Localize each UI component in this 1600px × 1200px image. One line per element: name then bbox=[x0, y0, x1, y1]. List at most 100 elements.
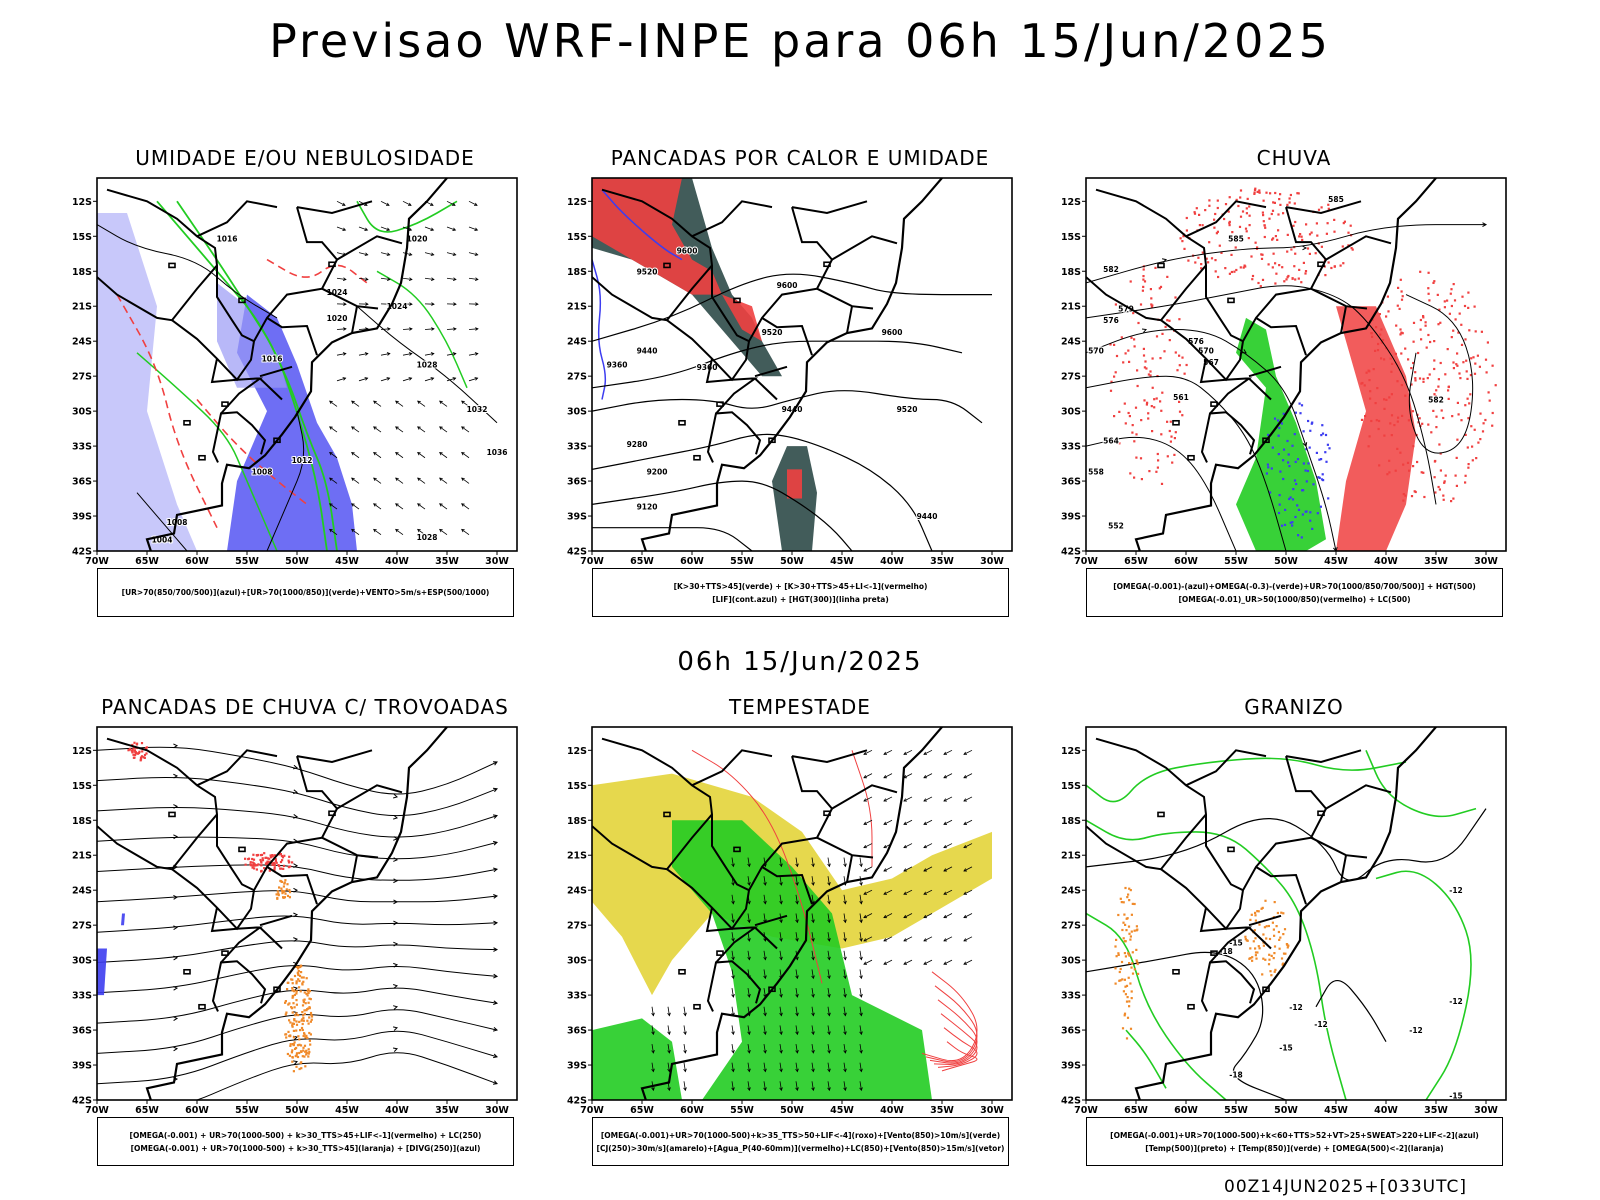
x-tick-label: 30W bbox=[980, 1105, 1004, 1116]
lakes bbox=[1157, 810, 1325, 1010]
x-tick-label: 45W bbox=[335, 1105, 359, 1116]
y-tick-label: 42S bbox=[72, 547, 92, 558]
y-tick-label: 18S bbox=[1061, 267, 1081, 278]
lc850-red-contour bbox=[925, 985, 978, 1063]
y-tick-label: 30S bbox=[1061, 956, 1081, 967]
map-layers bbox=[592, 727, 992, 1100]
contour-label: 1036 bbox=[487, 448, 508, 457]
x-tick-label: 30W bbox=[485, 556, 509, 567]
streamline bbox=[97, 776, 498, 817]
contour-label: 9120 bbox=[637, 503, 658, 512]
y-tick-label: 36S bbox=[72, 477, 92, 488]
political-borders bbox=[97, 737, 403, 1012]
y-tick-label: 21S bbox=[72, 302, 92, 313]
hgt300-contour bbox=[592, 480, 853, 551]
contour-label: 1028 bbox=[417, 533, 438, 542]
x-tick-label: 60W bbox=[185, 1105, 209, 1116]
x-tick-label: 60W bbox=[680, 556, 704, 567]
temp850-green-contour bbox=[1365, 749, 1477, 818]
rain-red-band bbox=[1336, 306, 1416, 551]
y-tick-label: 18S bbox=[567, 267, 587, 278]
hgt500-high-contour bbox=[1405, 294, 1474, 454]
streamline bbox=[97, 864, 498, 881]
y-tick-label: 39S bbox=[72, 512, 92, 523]
legend-line: [OMEGA(-0.01)_UR>50(1000/850)(vermelho) … bbox=[1178, 594, 1411, 604]
x-tick-label: 40W bbox=[385, 556, 409, 567]
thickness-red-dashed bbox=[116, 294, 218, 529]
y-tick-label: 24S bbox=[1061, 886, 1081, 897]
streamline-arrows bbox=[173, 984, 499, 1021]
political-borders bbox=[97, 188, 403, 463]
x-tick-label: 40W bbox=[880, 556, 904, 567]
x-tick-label: 55W bbox=[1224, 1105, 1248, 1116]
contour-label: 552 bbox=[1108, 521, 1124, 530]
contour-label: 582 bbox=[1428, 395, 1444, 404]
x-tick-label: 70W bbox=[1074, 556, 1098, 567]
y-tick-label: 36S bbox=[567, 1026, 587, 1037]
temp850-green-contour bbox=[1086, 757, 1407, 803]
y-tick-label: 33S bbox=[1061, 991, 1081, 1002]
x-tick-label: 50W bbox=[285, 556, 309, 567]
contour-label: 564 bbox=[1103, 436, 1119, 445]
political-borders bbox=[1086, 737, 1392, 1012]
y-tick-label: 39S bbox=[1061, 512, 1081, 523]
y-tick-label: 21S bbox=[1061, 851, 1081, 862]
streamline bbox=[97, 890, 498, 903]
hgt500-contour bbox=[1086, 375, 1287, 551]
legend-box: [OMEGA(-0.001)+UR>70(1000-500)+k>35_TTS>… bbox=[592, 1117, 1009, 1166]
x-tick-label: 65W bbox=[1124, 556, 1148, 567]
hgt300-contour bbox=[592, 273, 992, 342]
y-tick-label: 27S bbox=[567, 372, 587, 383]
map-frame bbox=[1085, 726, 1507, 1101]
lakes bbox=[663, 261, 831, 461]
coastline bbox=[145, 727, 449, 1100]
contour-label: 1028 bbox=[417, 361, 438, 370]
y-tick-label: 24S bbox=[1061, 337, 1081, 348]
x-tick-label: 65W bbox=[630, 556, 654, 567]
coastline bbox=[640, 178, 944, 551]
x-tick-label: 55W bbox=[730, 556, 754, 567]
panel-title: CHUVA bbox=[1256, 146, 1332, 170]
x-tick-label: 50W bbox=[780, 1105, 804, 1116]
streamline-arrows bbox=[173, 863, 499, 884]
y-tick-label: 12S bbox=[567, 197, 587, 208]
x-tick-label: 50W bbox=[285, 1105, 309, 1116]
coastline bbox=[1134, 178, 1438, 551]
y-tick-label: 21S bbox=[567, 302, 587, 313]
hgt500-contour bbox=[1086, 328, 1337, 551]
y-tick-label: 30S bbox=[72, 956, 92, 967]
temp500-black-contour bbox=[1086, 808, 1487, 881]
map-layers: 5855855825795765765705675615645585525705… bbox=[1086, 178, 1497, 551]
y-tick-label: 27S bbox=[1061, 921, 1081, 932]
contour-label: 9520 bbox=[897, 405, 918, 414]
hgt500-contour bbox=[1086, 436, 1237, 551]
x-tick-label: 60W bbox=[1174, 1105, 1198, 1116]
temp850-green-contour bbox=[1086, 912, 1227, 1100]
hgt500-contour bbox=[1086, 224, 1486, 284]
y-tick-label: 30S bbox=[567, 407, 587, 418]
x-tick-label: 55W bbox=[235, 1105, 259, 1116]
legend-line: [OMEGA(-0.001) + UR>70(1000-500) + k>30_… bbox=[129, 1130, 482, 1140]
hgt300-contour bbox=[592, 433, 933, 551]
coastline bbox=[640, 727, 944, 1100]
contour-label: 585 bbox=[1328, 195, 1344, 204]
contour-label: 9600 bbox=[777, 281, 798, 290]
y-tick-label: 39S bbox=[1061, 1061, 1081, 1072]
x-tick-label: 65W bbox=[630, 1105, 654, 1116]
x-tick-label: 50W bbox=[1274, 556, 1298, 567]
contour-label: 9520 bbox=[762, 328, 783, 337]
x-tick-label: 35W bbox=[435, 1105, 459, 1116]
x-tick-label: 35W bbox=[930, 1105, 954, 1116]
map-panel: 5855855825795765765705675615645585525705… bbox=[1061, 177, 1507, 567]
contour-label: 570 bbox=[1088, 347, 1104, 356]
lakes bbox=[663, 810, 831, 1010]
y-tick-label: 33S bbox=[72, 442, 92, 453]
rh-green-contour bbox=[356, 200, 458, 233]
legend-line: [OMEGA(-0.001)+UR>70(1000-500)+k>35_TTS>… bbox=[600, 1130, 1001, 1140]
y-tick-label: 24S bbox=[567, 337, 587, 348]
map-layers: 1016 1020 1024 1020 1024 1016 1028 1032 1036 1012… bbox=[97, 178, 508, 551]
y-tick-label: 12S bbox=[567, 746, 587, 757]
lc850-red-contour bbox=[929, 999, 978, 1064]
x-tick-label: 45W bbox=[830, 1105, 854, 1116]
axis-ticks bbox=[588, 200, 993, 555]
